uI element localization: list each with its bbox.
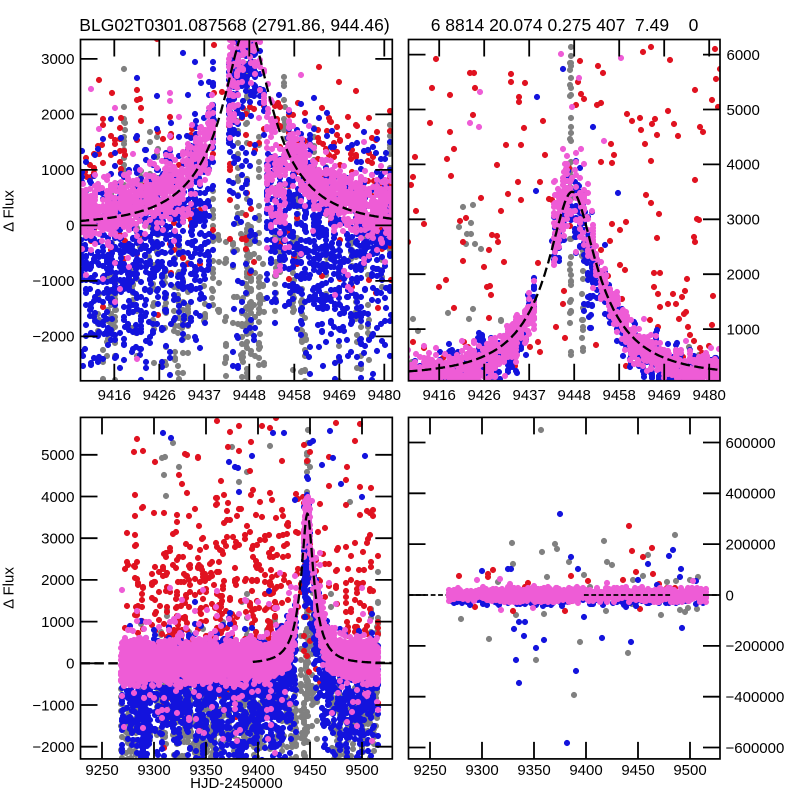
svg-text:9400: 9400 <box>569 762 602 779</box>
svg-text:1000: 1000 <box>41 162 74 179</box>
svg-text:600000: 600000 <box>726 435 776 452</box>
svg-text:−1000: −1000 <box>32 697 74 714</box>
svg-text:3000: 3000 <box>41 51 74 68</box>
svg-text:2000: 2000 <box>41 572 74 589</box>
svg-text:3000: 3000 <box>727 212 760 229</box>
svg-text:9350: 9350 <box>517 762 550 779</box>
svg-text:9300: 9300 <box>137 762 170 779</box>
svg-text:9350: 9350 <box>189 762 222 779</box>
svg-text:Δ Flux: Δ Flux <box>1 567 18 609</box>
svg-text:9250: 9250 <box>85 762 118 779</box>
svg-text:400000: 400000 <box>726 486 776 503</box>
svg-text:9458: 9458 <box>278 387 311 404</box>
svg-text:1000: 1000 <box>41 614 74 631</box>
svg-text:9300: 9300 <box>465 762 498 779</box>
svg-text:−200000: −200000 <box>726 638 785 655</box>
svg-text:9437: 9437 <box>188 387 221 404</box>
svg-text:9426: 9426 <box>468 387 501 404</box>
svg-text:5000: 5000 <box>727 102 760 119</box>
svg-text:9469: 9469 <box>648 387 681 404</box>
svg-text:0: 0 <box>66 218 74 235</box>
svg-text:9458: 9458 <box>603 387 636 404</box>
svg-text:2000: 2000 <box>41 107 74 124</box>
svg-text:5000: 5000 <box>41 447 74 464</box>
svg-text:1000: 1000 <box>727 321 760 338</box>
svg-text:0: 0 <box>726 587 734 604</box>
svg-text:9426: 9426 <box>143 387 176 404</box>
svg-text:9500: 9500 <box>673 762 706 779</box>
svg-text:9480: 9480 <box>693 387 726 404</box>
svg-text:9448: 9448 <box>558 387 591 404</box>
svg-text:9400: 9400 <box>241 762 274 779</box>
svg-text:−2000: −2000 <box>32 739 74 756</box>
svg-text:9450: 9450 <box>293 762 326 779</box>
svg-text:−1000: −1000 <box>32 273 74 290</box>
svg-text:200000: 200000 <box>726 536 776 553</box>
svg-text:3000: 3000 <box>41 531 74 548</box>
svg-text:4000: 4000 <box>727 157 760 174</box>
svg-text:−400000: −400000 <box>726 689 785 706</box>
svg-text:Δ Flux: Δ Flux <box>1 190 18 232</box>
svg-text:−600000: −600000 <box>726 740 785 757</box>
svg-text:9469: 9469 <box>323 387 356 404</box>
svg-text:−2000: −2000 <box>32 329 74 346</box>
svg-text:9500: 9500 <box>345 762 378 779</box>
svg-text:9448: 9448 <box>233 387 266 404</box>
svg-text:9250: 9250 <box>413 762 446 779</box>
svg-text:9416: 9416 <box>423 387 456 404</box>
svg-text:6000: 6000 <box>727 47 760 64</box>
svg-text:9437: 9437 <box>513 387 546 404</box>
svg-text:HJD-2450000: HJD-2450000 <box>190 775 283 792</box>
svg-text:BLG02T0301.087568 (2791.86, 94: BLG02T0301.087568 (2791.86, 944.46) <box>79 15 389 35</box>
svg-text:9450: 9450 <box>621 762 654 779</box>
svg-text:4000: 4000 <box>41 489 74 506</box>
svg-text:0: 0 <box>66 656 74 673</box>
svg-text:9416: 9416 <box>98 387 131 404</box>
svg-text:6 8814 20.074 0.275 407 7.49: 6 8814 20.074 0.275 407 7.49 0 <box>431 15 699 35</box>
svg-text:9480: 9480 <box>368 387 401 404</box>
svg-text:2000: 2000 <box>727 267 760 284</box>
